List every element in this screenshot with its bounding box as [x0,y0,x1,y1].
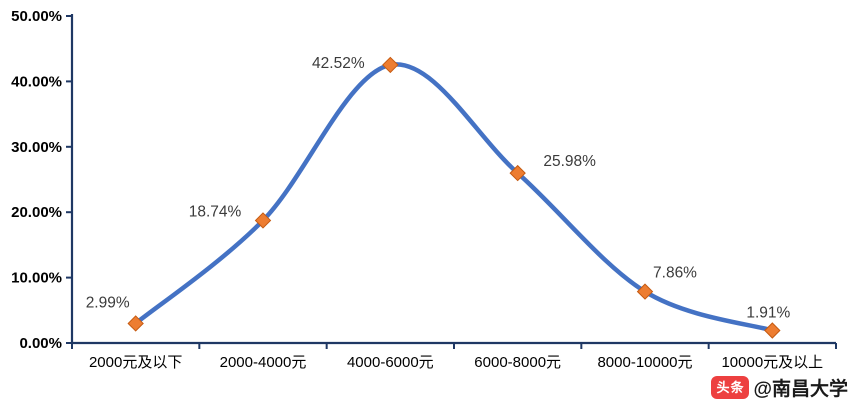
y-axis-tick-label: 50.00% [11,8,62,25]
watermark-account-label: @南昌大学 [753,379,848,400]
x-axis-category-label: 6000-8000元 [474,354,561,371]
data-point-marker [636,283,654,300]
x-axis-category-label: 4000-6000元 [347,354,434,371]
data-point-marker [382,56,399,74]
x-axis-category-label: 8000-10000元 [597,354,692,371]
y-axis-tick-label: 40.00% [11,73,62,90]
data-series-line [133,62,775,333]
data-point-label: 25.98% [543,153,596,170]
data-point-label: 42.52% [312,55,365,72]
data-point-marker [254,212,272,229]
data-point-label: 2.99% [86,294,130,311]
x-axis-category-label: 2000-4000元 [220,354,307,371]
watermark: 头条 @南昌大学 [711,374,848,401]
data-point-label: 7.86% [653,265,697,282]
data-point-marker [127,315,144,332]
data-point-label: 18.74% [189,203,242,220]
data-point-marker [764,322,781,339]
data-point-label: 1.91% [746,305,790,322]
y-axis-tick-label: 10.00% [11,270,62,287]
data-point-marker [509,164,526,182]
x-axis-category-label: 2000元及以下 [89,354,182,371]
y-axis-tick-label: 30.00% [11,139,62,156]
toutiao-logo-icon: 头条 [711,376,750,399]
y-axis-tick-label: 20.00% [11,204,62,221]
y-axis-tick-label: 0.00% [19,335,62,352]
x-axis-category-label: 10000元及以上 [721,354,823,371]
